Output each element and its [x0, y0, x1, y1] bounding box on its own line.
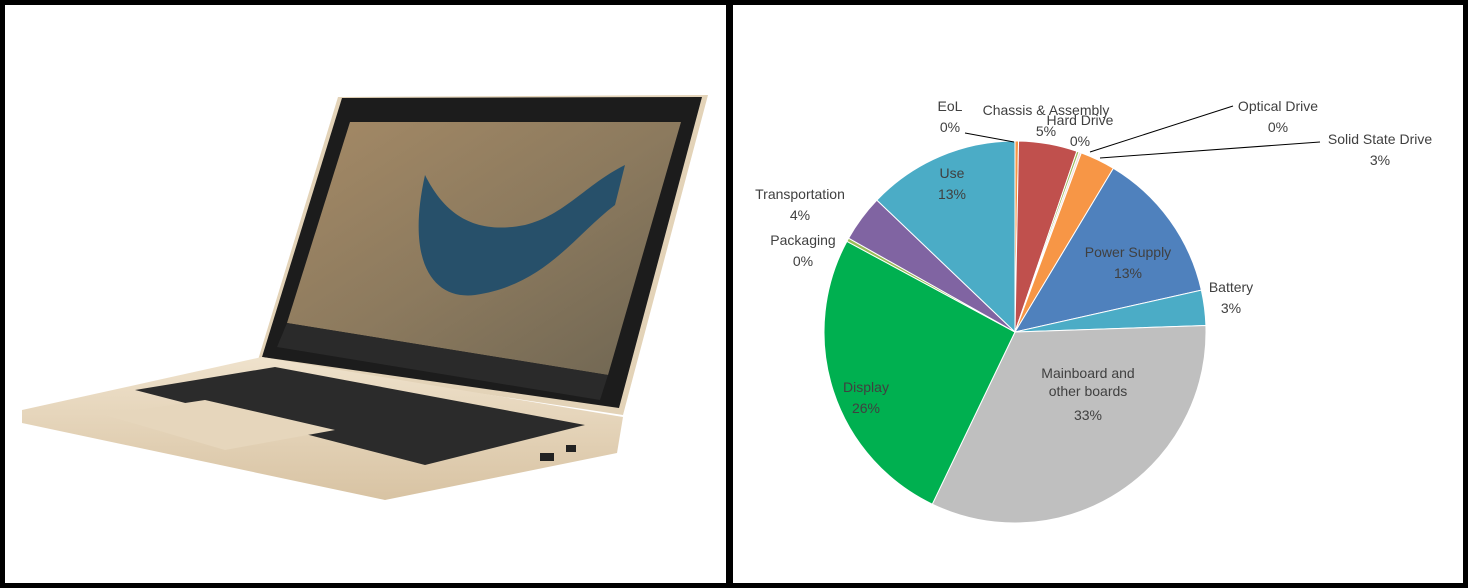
shelf — [277, 323, 608, 400]
slice-value-label: 13% — [1113, 265, 1143, 281]
port — [566, 445, 576, 452]
slice-value-label: 13% — [937, 186, 967, 202]
laptop-photo — [22, 95, 708, 500]
pie-slice — [876, 140, 1016, 334]
touchpad — [105, 400, 335, 450]
leader-line — [1089, 105, 1234, 153]
slice-value-label: 5% — [1035, 123, 1057, 139]
port — [540, 453, 554, 461]
slice-label: Display — [843, 379, 889, 395]
slice-label: EoL — [937, 98, 963, 114]
slice-value-label: 0% — [792, 253, 814, 269]
leader-line — [964, 132, 1015, 143]
slice-value-label: 0% — [1069, 133, 1091, 149]
slice-value-label: 3% — [1220, 300, 1242, 316]
slice-label: Chassis & Assembly — [982, 102, 1110, 118]
photo-panel — [0, 0, 731, 588]
pie-slice — [823, 240, 1016, 505]
slice-label: Mainboard and other boards — [1041, 365, 1135, 399]
slice-label: Solid State Drive — [1327, 131, 1433, 147]
slice-value-label: 26% — [851, 400, 881, 416]
slice-label: Battery — [1208, 279, 1254, 295]
slice-value-label: 3% — [1369, 152, 1391, 168]
slice-label: Power Supply — [1084, 244, 1172, 260]
slice-label: Packaging — [770, 232, 836, 248]
slice-label: Transportation — [755, 186, 845, 202]
slice-value-label: 4% — [789, 207, 811, 223]
slice-label: Hard Drive — [1046, 112, 1114, 128]
pie-slice — [931, 324, 1207, 524]
slice-label: Optical Drive — [1237, 98, 1319, 114]
keyboard — [135, 367, 585, 465]
slice-value-label: 0% — [939, 119, 961, 135]
lake — [418, 165, 625, 296]
leader-line — [1099, 141, 1321, 159]
slice-value-label: 33% — [1073, 407, 1103, 423]
slice-label: Use — [939, 165, 965, 181]
pie-slice — [1013, 167, 1202, 333]
slice-value-label: 0% — [1267, 119, 1289, 135]
